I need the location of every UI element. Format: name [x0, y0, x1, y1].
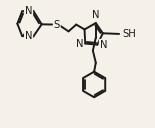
Text: N: N [100, 40, 107, 50]
Text: N: N [92, 10, 100, 20]
Text: SH: SH [122, 29, 136, 39]
Text: N: N [25, 31, 32, 41]
Text: S: S [54, 20, 60, 30]
Text: N: N [25, 6, 32, 16]
Text: N: N [76, 39, 83, 49]
